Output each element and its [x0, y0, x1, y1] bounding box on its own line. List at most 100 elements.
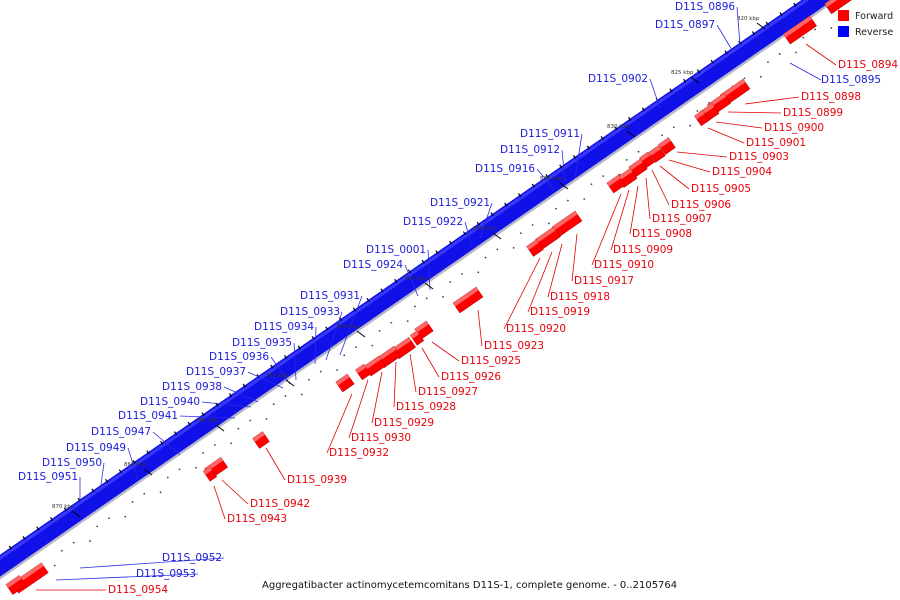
reverse-leader-line — [427, 249, 431, 291]
forward-leader-line — [591, 193, 622, 266]
feature-dot — [406, 320, 409, 323]
forward-gene-label: D11S_0894 — [838, 59, 898, 71]
forward-leader-line — [571, 233, 578, 282]
forward-gene-label: D11S_0942 — [250, 498, 310, 510]
reverse-gene-label: D11S_0949 — [66, 442, 126, 454]
forward-leader-line — [629, 185, 639, 235]
feature-dot — [696, 110, 699, 112]
forward-leader-line — [668, 159, 711, 173]
forward-gene-block — [335, 373, 355, 393]
legend-forward-swatch — [838, 10, 849, 21]
forward-leader-line — [213, 485, 226, 520]
scale-tick — [118, 469, 123, 474]
scale-tick — [765, 21, 769, 26]
scale-tick — [228, 393, 233, 398]
reverse-gene-label: D11S_0936 — [209, 351, 269, 363]
scale-tick — [586, 145, 591, 150]
feature-dot — [230, 442, 233, 445]
feature-dot — [96, 525, 99, 528]
kbp-label: 850 kbp — [337, 324, 360, 330]
scale-tick — [449, 240, 453, 245]
forward-gene-label: D11S_0907 — [652, 213, 712, 225]
forward-gene-label: D11S_0910 — [594, 259, 654, 271]
reverse-gene-label: D11S_0935 — [232, 337, 292, 349]
reverse-gene-label: D11S_0931 — [300, 290, 360, 302]
kbp-label: 855 kbp — [266, 373, 289, 379]
forward-leader-line — [221, 479, 249, 505]
reverse-leader-line — [99, 462, 105, 493]
scale-tick — [793, 2, 797, 7]
reverse-gene-label: D11S_0953 — [136, 568, 196, 580]
scale-tick — [517, 193, 522, 198]
reverse-leader-line — [536, 168, 556, 191]
scale-tick — [146, 450, 150, 455]
forward-leader-line — [527, 251, 553, 313]
reverse-leader-line — [223, 386, 259, 403]
backbone-rail — [0, 0, 838, 580]
reverse-leader-line — [716, 24, 733, 51]
feature-dot — [166, 476, 169, 479]
forward-gene-label: D11S_0908 — [632, 228, 692, 240]
scale-tick — [435, 250, 439, 255]
scale-tick — [22, 536, 26, 541]
scale-tick — [545, 174, 549, 179]
feature-dot — [108, 517, 110, 520]
scale-tick — [531, 183, 535, 188]
forward-gene-label: D11S_0925 — [461, 355, 521, 367]
reverse-gene-label: D11S_0896 — [675, 1, 735, 13]
reverse-gene-label: D11S_0933 — [280, 306, 340, 318]
forward-gene-label: D11S_0954 — [108, 584, 168, 596]
scale-tick — [710, 59, 714, 64]
forward-gene-label: D11S_0909 — [613, 244, 673, 256]
forward-leader-line — [715, 121, 763, 129]
reverse-leader-line — [325, 311, 343, 361]
feature-dot — [272, 403, 275, 406]
feature-dot — [425, 297, 428, 300]
reverse-gene-label: D11S_0911 — [520, 128, 580, 140]
feature-dot — [531, 224, 534, 226]
legend-reverse-swatch — [838, 26, 849, 37]
forward-leader-line — [651, 169, 670, 206]
forward-gene-block — [355, 363, 371, 381]
reverse-gene-label: D11S_0941 — [118, 410, 178, 422]
feature-dot — [343, 354, 346, 357]
scale-tick — [421, 259, 425, 264]
forward-gene-label: D11S_0901 — [746, 137, 806, 149]
reverse-leader-line — [736, 6, 741, 45]
forward-gene-block — [452, 286, 484, 314]
forward-leader-line — [393, 361, 397, 408]
scale-tick — [490, 212, 494, 217]
forward-leader-line — [805, 43, 837, 66]
legend: Forward Reverse — [838, 10, 893, 38]
scale-tick — [132, 459, 136, 464]
forward-gene-label: D11S_0923 — [484, 340, 544, 352]
scale-tick — [779, 12, 783, 17]
scale-tick — [641, 107, 646, 112]
scale-tick — [669, 88, 673, 93]
forward-leader-line — [645, 177, 651, 220]
reverse-gene-label: D11S_0952 — [162, 552, 222, 564]
kbp-label: 860 kbp — [196, 418, 219, 424]
feature-dot — [512, 246, 515, 249]
forward-gene-block — [526, 239, 544, 257]
forward-leader-line — [727, 111, 782, 114]
feature-dot — [637, 150, 640, 153]
kbp-label: 870 kbp — [52, 504, 75, 510]
scale-tick — [8, 545, 12, 550]
feature-dot — [618, 173, 621, 176]
kbp-label: 845 kbp — [405, 276, 428, 282]
feature-dot — [625, 158, 628, 161]
kbp-label: 840 kbp — [473, 226, 496, 232]
forward-leader-line — [610, 189, 630, 251]
reverse-leader-line — [293, 342, 297, 381]
feature-dot — [743, 77, 746, 80]
reverse-gene-label: D11S_0937 — [186, 366, 246, 378]
kbp-leader — [559, 182, 569, 190]
forward-gene-label: D11S_0918 — [550, 291, 610, 303]
feature-dot — [300, 393, 303, 396]
scale-tick — [559, 164, 563, 169]
feature-dot — [371, 344, 374, 347]
feature-dot — [178, 468, 181, 471]
feature-dot — [672, 126, 675, 129]
forward-leader-line — [421, 347, 440, 378]
